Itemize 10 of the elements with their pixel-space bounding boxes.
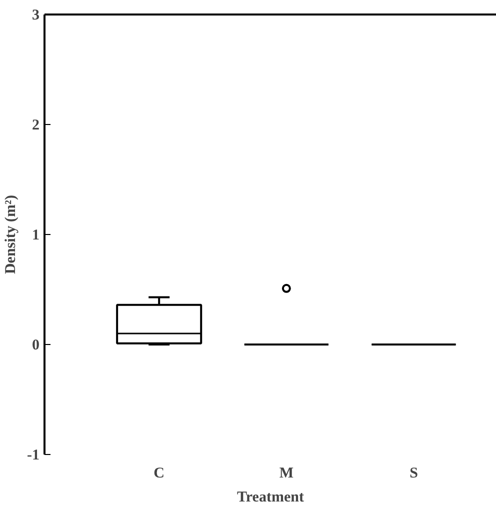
x-tick-label: M (279, 466, 294, 482)
y-tick-label: 0 (32, 338, 40, 354)
x-tick-label: S (410, 466, 418, 482)
y-tick-label: 3 (32, 8, 40, 24)
x-axis-title: Treatment (237, 490, 304, 506)
y-tick-label: 2 (32, 118, 40, 134)
x-tick-label: C (154, 466, 165, 482)
y-tick-label: 1 (32, 228, 40, 244)
y-tick-label: -1 (27, 448, 40, 464)
y-axis-title: Density (m²) (3, 194, 20, 274)
